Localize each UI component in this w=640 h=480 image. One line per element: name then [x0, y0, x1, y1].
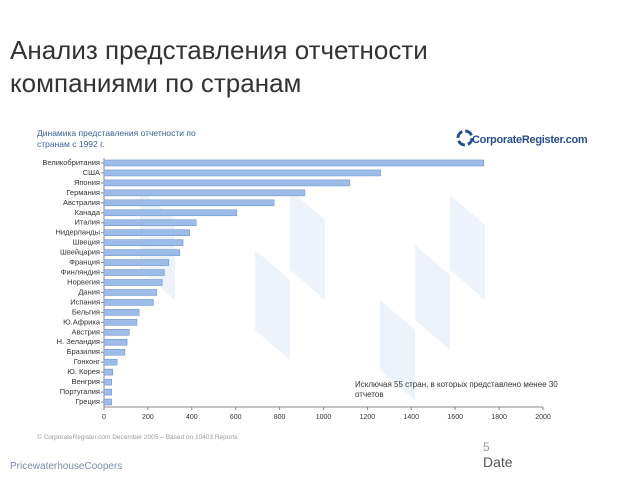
y-tick-label: Финляндия — [61, 268, 100, 277]
x-tick-label: 1000 — [316, 414, 332, 421]
y-tick-label: Гонконг — [74, 357, 101, 366]
y-tick-label: Канада — [75, 208, 101, 217]
y-tick-label: США — [83, 168, 100, 177]
x-tick-label: 800 — [274, 414, 286, 421]
x-tick-label: 1400 — [404, 414, 420, 421]
x-tick-label: 0 — [102, 414, 106, 421]
x-tick-label: 1600 — [447, 414, 463, 421]
bar — [103, 189, 306, 197]
bar — [103, 398, 112, 406]
logo: CorporateRegister.com — [472, 134, 588, 146]
y-tick-label: Италия — [74, 218, 100, 227]
bar — [103, 289, 157, 296]
y-tick-label: Франция — [69, 258, 100, 267]
date: Date — [483, 454, 513, 470]
bar — [103, 358, 118, 366]
x-tick-label: 2000 — [535, 414, 551, 421]
bar — [103, 338, 128, 346]
page-number: 5 — [483, 440, 490, 454]
x-tick-label: 200 — [142, 414, 154, 421]
bar — [103, 219, 197, 227]
y-tick-label: Бразилия — [67, 347, 100, 356]
y-tick-label: Ю.Африка — [63, 317, 101, 326]
bar — [103, 319, 138, 326]
bar — [103, 259, 170, 266]
bar — [103, 309, 140, 316]
bar — [103, 269, 165, 276]
bar — [103, 348, 126, 356]
bar — [103, 249, 181, 256]
y-tick-label: Австралия — [63, 198, 100, 207]
y-tick-label: Германия — [66, 188, 100, 197]
bar — [103, 388, 112, 396]
bar — [103, 209, 238, 217]
y-tick-label: Великобритания — [42, 158, 100, 167]
bar — [103, 378, 112, 386]
bar — [103, 279, 163, 286]
source: © CorporateRegister.com December 2005 – … — [37, 434, 238, 441]
x-tick-label: 1200 — [360, 414, 376, 421]
x-tick-label: 400 — [186, 414, 198, 421]
y-tick-label: Швейцария — [60, 248, 100, 257]
y-tick-label: Португалия — [60, 387, 100, 396]
bar — [103, 368, 114, 376]
y-tick-label: Испания — [70, 297, 100, 306]
y-tick-label: Швеция — [73, 238, 101, 247]
y-tick-label: Нидерланды — [55, 228, 100, 237]
bar — [103, 239, 184, 246]
bar — [103, 179, 351, 187]
slide-title: Анализ представления отчетности компания… — [10, 35, 428, 98]
y-tick-label: Ю. Корея — [67, 367, 100, 376]
bar — [103, 199, 275, 207]
y-tick-label: Греция — [75, 397, 100, 406]
chart: 0 200 400 600 800 1000 1200 1400 1600 1800 2000 Вел… — [42, 158, 551, 421]
bar — [103, 229, 190, 236]
bar — [103, 329, 130, 336]
y-tick-label: Дания — [78, 287, 100, 296]
bar — [103, 299, 154, 306]
decoration — [140, 190, 485, 400]
company: PricewaterhouseCoopers — [10, 461, 123, 472]
y-tick-label: Венгрия — [72, 377, 100, 386]
y-tick-label: Австрия — [71, 327, 100, 336]
y-tick-label: Бельгия — [72, 307, 100, 316]
x-tick-label: 1800 — [491, 414, 507, 421]
bar — [103, 169, 381, 177]
chart-title: Динамика представления отчетности по стр… — [37, 128, 196, 149]
bar — [103, 159, 485, 167]
logo-icon — [456, 129, 474, 147]
y-tick-label: Япония — [74, 178, 100, 187]
annotation: Исключая 55 стран, в которых представлен… — [355, 380, 558, 399]
y-tick-label: Норвегия — [67, 277, 100, 286]
x-tick-label: 600 — [230, 414, 242, 421]
y-tick-label: Н. Зеландия — [57, 337, 100, 346]
